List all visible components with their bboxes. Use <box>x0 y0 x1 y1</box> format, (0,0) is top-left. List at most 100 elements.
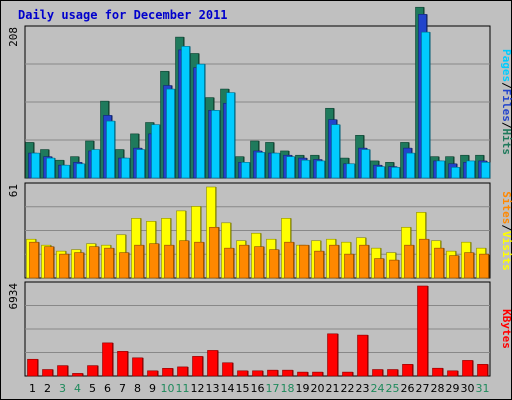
bar-sites-day-1 <box>29 241 39 279</box>
bar-pages-day-15 <box>241 162 250 179</box>
bar-sites-day-8 <box>134 244 144 279</box>
bar-kbytes-day-21 <box>327 333 338 377</box>
bar-sites-day-23 <box>359 244 369 279</box>
bar-sites-day-29 <box>449 255 459 279</box>
x-tick-label: 2 <box>44 382 51 395</box>
bar-kbytes-day-14 <box>222 362 233 377</box>
x-tick-label: 28 <box>431 382 445 395</box>
legend-kbytes: KBytes <box>500 309 512 349</box>
x-tick-label: 12 <box>191 382 205 395</box>
bar-sites-day-10 <box>164 244 174 279</box>
bar-pages-day-26 <box>406 152 415 179</box>
legend-separator: / <box>500 224 512 231</box>
bar-kbytes-day-26 <box>402 364 413 377</box>
bar-pages-day-24 <box>376 166 385 179</box>
x-tick-label: 5 <box>89 382 96 395</box>
bar-pages-day-30 <box>466 160 475 179</box>
bar-sites-day-26 <box>404 244 414 279</box>
bar-pages-day-9 <box>151 124 160 179</box>
legend-hits-files-pages: Pages/Files/Hits <box>500 49 512 155</box>
bar-pages-day-22 <box>346 163 355 179</box>
x-tick-label: 21 <box>326 382 340 395</box>
bar-sites-day-27 <box>419 238 429 279</box>
bar-pages-day-12 <box>196 63 205 179</box>
bar-sites-day-31 <box>479 253 489 279</box>
bar-sites-day-9 <box>149 243 159 279</box>
bar-sites-day-12 <box>194 241 204 279</box>
bar-pages-day-25 <box>391 167 400 179</box>
bar-sites-day-20 <box>314 250 324 279</box>
bar-kbytes-day-22 <box>342 371 353 377</box>
bar-sites-day-17 <box>269 249 279 279</box>
bar-kbytes-day-15 <box>237 370 248 377</box>
bar-kbytes-day-17 <box>267 369 278 377</box>
legend-visits-sites: Sites/Visits <box>500 191 512 271</box>
legend-visits: Visits <box>500 231 512 271</box>
bar-sites-day-19 <box>299 244 309 279</box>
bar-sites-day-21 <box>329 244 339 279</box>
bar-kbytes-day-30 <box>462 360 473 377</box>
legend-files: Files <box>500 89 512 122</box>
bar-sites-day-11 <box>179 240 189 279</box>
bar-pages-day-2 <box>46 157 55 179</box>
x-tick-label: 1 <box>29 382 36 395</box>
bar-pages-day-6 <box>106 120 115 179</box>
x-tick-label: 3 <box>59 382 66 395</box>
x-tick-label: 27 <box>416 382 430 395</box>
bar-sites-day-3 <box>59 253 69 279</box>
x-tick-label: 6 <box>104 382 111 395</box>
bar-pages-day-17 <box>271 152 280 179</box>
bar-kbytes-day-11 <box>177 366 188 377</box>
bar-pages-day-5 <box>91 149 100 179</box>
bar-pages-day-20 <box>316 160 325 179</box>
x-tick-label: 8 <box>134 382 141 395</box>
bar-pages-day-31 <box>481 162 490 179</box>
bar-pages-day-14 <box>226 92 235 179</box>
bar-pages-day-16 <box>256 152 265 179</box>
x-tick-label: 7 <box>119 382 126 395</box>
legend-sites: Sites <box>500 191 512 224</box>
bar-kbytes-day-10 <box>162 368 173 377</box>
bar-sites-day-25 <box>389 259 399 279</box>
bar-kbytes-day-3 <box>57 365 68 377</box>
x-tick-label: 19 <box>296 382 310 395</box>
legend-kbytes: KBytes <box>500 309 512 349</box>
bar-sites-day-13 <box>209 226 219 279</box>
x-tick-label: 9 <box>149 382 156 395</box>
bar-sites-day-5 <box>89 246 99 279</box>
legend-pages: Pages <box>500 49 512 82</box>
bar-pages-day-11 <box>181 46 190 179</box>
bar-kbytes-day-13 <box>207 350 218 377</box>
bar-kbytes-day-20 <box>312 371 323 377</box>
x-tick-label: 20 <box>311 382 325 395</box>
bar-sites-day-24 <box>374 258 384 279</box>
bar-pages-day-23 <box>361 149 370 179</box>
bar-pages-day-13 <box>211 110 220 179</box>
bar-kbytes-day-8 <box>132 357 143 377</box>
bar-pages-day-1 <box>31 152 40 179</box>
bar-pages-day-7 <box>121 157 130 179</box>
bar-sites-day-2 <box>44 246 54 279</box>
x-tick-label: 31 <box>476 382 490 395</box>
panel-visits-sites: 61 Sites/Visits <box>7 182 512 279</box>
bar-sites-day-4 <box>74 252 84 279</box>
bar-kbytes-day-19 <box>297 371 308 377</box>
bar-kbytes-day-23 <box>357 334 368 377</box>
bar-pages-day-4 <box>76 163 85 179</box>
x-tick-label: 17 <box>266 382 280 395</box>
x-tick-label: 30 <box>461 382 475 395</box>
bar-sites-day-7 <box>119 252 129 279</box>
bar-kbytes-day-7 <box>117 351 128 377</box>
bar-sites-day-28 <box>434 247 444 279</box>
bar-pages-day-21 <box>331 124 340 179</box>
bar-kbytes-day-9 <box>147 370 158 377</box>
bar-kbytes-day-29 <box>447 370 458 377</box>
axis-max-label: 6934 <box>7 283 20 310</box>
x-tick-label: 10 <box>161 382 175 395</box>
bar-kbytes-day-1 <box>27 358 38 377</box>
x-tick-label: 29 <box>446 382 460 395</box>
bar-pages-day-8 <box>136 149 145 179</box>
x-tick-label: 25 <box>386 382 400 395</box>
bar-kbytes-day-27 <box>417 285 428 377</box>
